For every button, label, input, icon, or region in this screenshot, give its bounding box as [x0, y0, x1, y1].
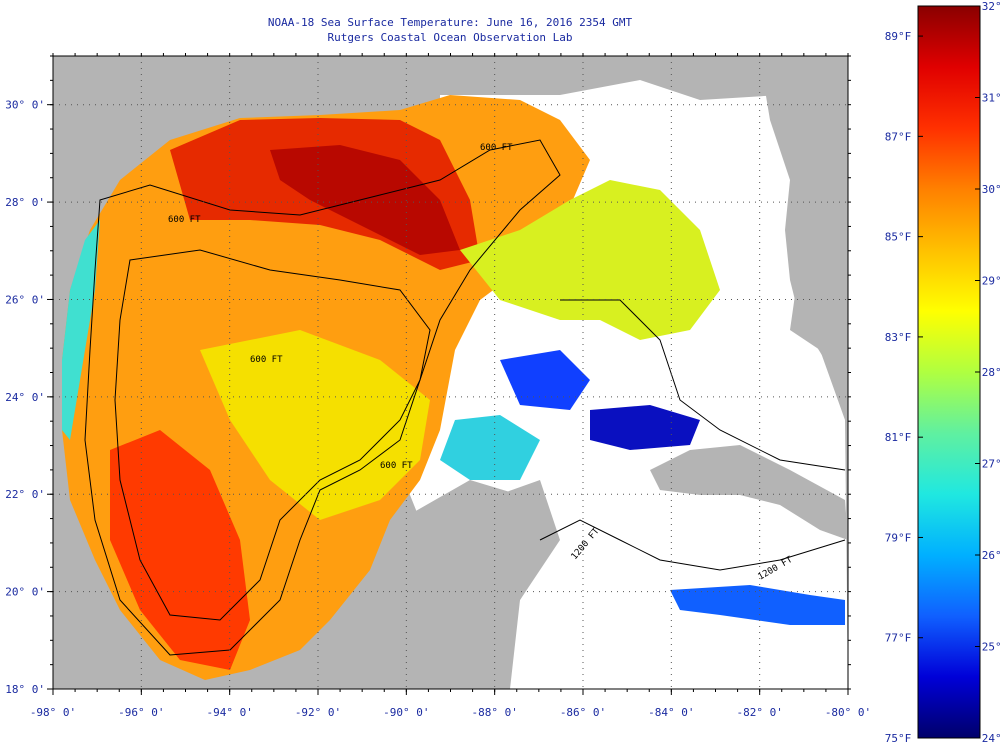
bathymetry-contour-600ft	[84, 139, 561, 656]
bathymetry-contour-south	[539, 519, 846, 571]
cb-fahrenheit-label-0: 89°F	[885, 30, 912, 43]
sst-cool-patch-1	[500, 350, 590, 410]
contour-label-4: 600 FT	[380, 461, 413, 471]
lat-tick-label-6: 30° 0'	[5, 99, 45, 112]
lon-tick-label-2: -94° 0'	[206, 706, 252, 719]
graticule	[53, 56, 848, 689]
map-subtitle: Rutgers Coastal Ocean Observation Lab	[327, 31, 573, 44]
sst-yellow-east	[460, 180, 720, 340]
cb-fahrenheit-label-5: 79°F	[885, 531, 912, 544]
contour-label-2: 600 FT	[168, 215, 201, 225]
yucatan-land	[400, 480, 545, 640]
cb-celsius-label-2: 30°C	[982, 183, 1000, 196]
lon-tick-label-5: -88° 0'	[471, 706, 517, 719]
lon-tick-label-0: -98° 0'	[30, 706, 76, 719]
longitude-axis: -98° 0' -96° 0' -94° 0' -92° 0' -90° 0' -88° …	[30, 53, 871, 719]
cb-fahrenheit-label-2: 85°F	[885, 231, 912, 244]
cb-celsius-label-6: 26°C	[982, 549, 1000, 562]
lon-tick-label-1: -96° 0'	[118, 706, 164, 719]
cb-celsius-label-4: 28°C	[982, 366, 1000, 379]
lon-tick-label-8: -82° 0'	[736, 706, 782, 719]
cb-fahrenheit-label-3: 83°F	[885, 331, 912, 344]
cb-celsius-label-5: 27°C	[982, 458, 1000, 471]
lat-tick-label-2: 22° 0'	[5, 488, 45, 501]
lon-tick-label-3: -92° 0'	[295, 706, 341, 719]
lon-tick-label-4: -90° 0'	[383, 706, 429, 719]
lon-tick-label-9: -80° 0'	[825, 706, 871, 719]
florida-land	[760, 60, 848, 370]
latitude-axis: 18° 0' 20° 0' 22° 0' 24° 0' 26° 0' 28° 0' 30° …	[5, 55, 851, 696]
sst-yellow-central	[200, 330, 430, 520]
cb-celsius-label-8: 24°C	[982, 732, 1000, 745]
sst-cyan-west-coast	[62, 220, 100, 440]
lat-tick-label-5: 28° 0'	[5, 196, 45, 209]
cb-fahrenheit-label-7: 75°F	[885, 732, 912, 745]
cb-celsius-label-7: 25°C	[982, 641, 1000, 654]
lon-tick-label-6: -86° 0'	[560, 706, 606, 719]
bathymetry-contour-east	[560, 299, 846, 471]
lon-tick-label-7: -84° 0'	[648, 706, 694, 719]
sst-hot-core	[270, 145, 460, 255]
cb-fahrenheit-label-6: 77°F	[885, 632, 912, 645]
lat-tick-label-0: 18° 0'	[5, 683, 45, 696]
cb-fahrenheit-label-1: 87°F	[885, 130, 912, 143]
cuba-land	[650, 445, 848, 540]
map-title: NOAA-18 Sea Surface Temperature: June 16…	[267, 16, 633, 29]
contour-label-3: 600 FT	[250, 355, 283, 365]
contour-label-1: 600 FT	[480, 143, 513, 153]
map-layers	[53, 56, 848, 689]
lat-tick-label-3: 24° 0'	[5, 391, 45, 404]
colorbar	[917, 5, 981, 739]
sst-cool-patch-2	[590, 405, 700, 450]
sst-cyan-band	[440, 415, 540, 480]
lat-tick-label-4: 26° 0'	[5, 293, 45, 306]
cb-celsius-label-1: 31°C	[982, 92, 1000, 105]
colorbar-labels: 32°C 31°C 30°C 29°C 28°C 27°C 26°C 25°C 24°C 89°F…	[885, 0, 1000, 745]
lat-tick-label-1: 20° 0'	[5, 586, 45, 599]
cb-fahrenheit-label-4: 81°F	[885, 431, 912, 444]
cb-celsius-label-0: 32°C	[982, 0, 1000, 13]
sst-warm-southwest	[110, 430, 250, 670]
cb-celsius-label-3: 29°C	[982, 275, 1000, 288]
bathymetry-contour-1200ft	[114, 249, 431, 621]
sst-cool-patch-3	[670, 585, 845, 625]
